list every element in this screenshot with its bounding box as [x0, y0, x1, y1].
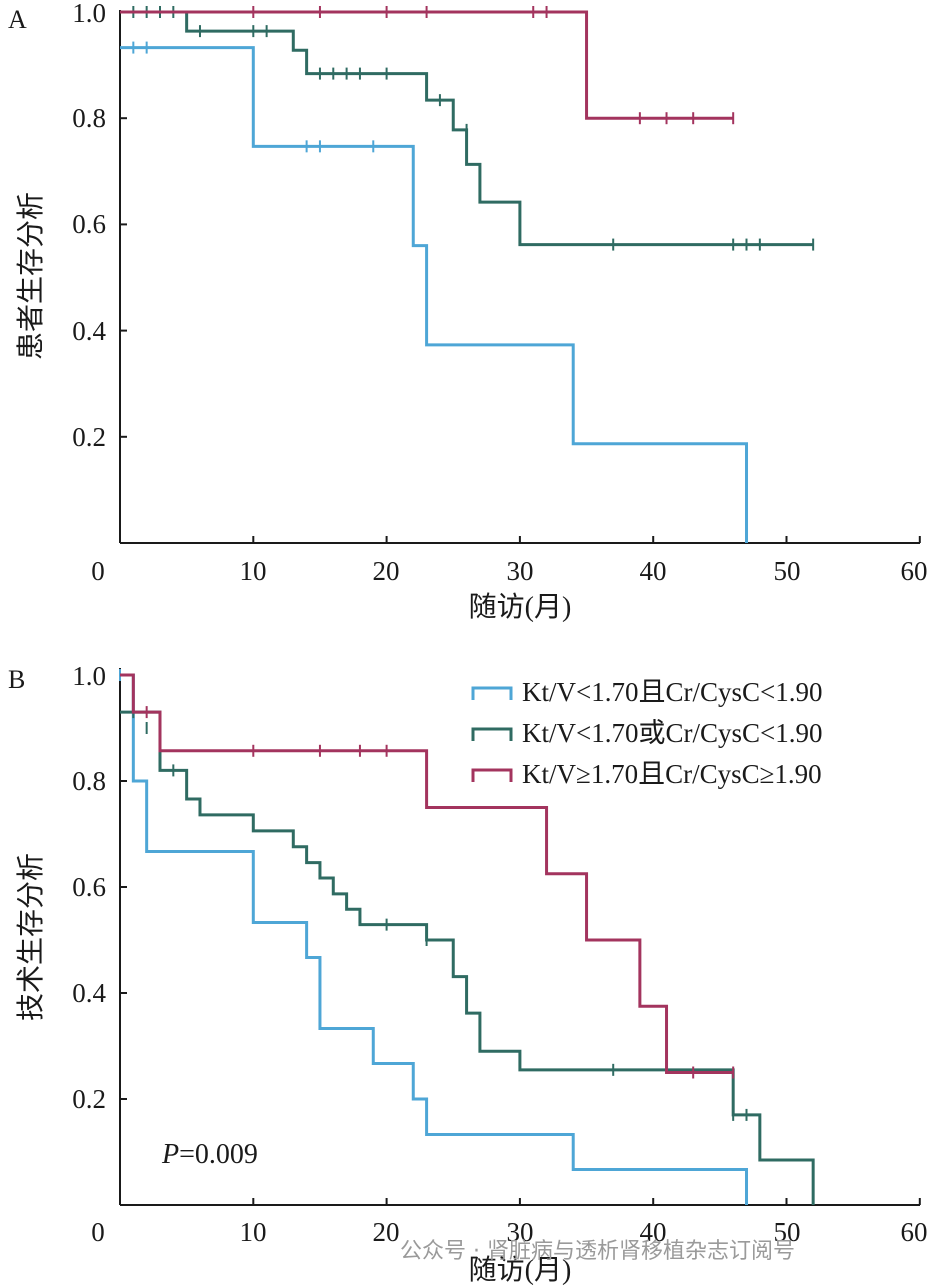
panel-b-ytick-label: 0.2	[72, 1084, 106, 1114]
panel-a-label: A	[8, 5, 27, 34]
legend-entry-label: Kt/V≥1.70且Cr/CysC≥1.90	[522, 759, 822, 789]
panel-b-y-ticks	[120, 674, 127, 1100]
panel-a-series	[120, 6, 815, 543]
panel-b-ytick-label: 0.6	[72, 872, 106, 902]
survival-curve-series-1	[120, 46, 749, 543]
panel-b-y-axis-title: 技术生存分析	[15, 853, 47, 1021]
survival-curve-series-1	[120, 673, 749, 1205]
legend-swatch	[471, 768, 513, 782]
panel-a-ytick-label: 0.8	[72, 103, 106, 133]
panel-b-x-axis-title: 随访(月)	[469, 1254, 572, 1286]
p-value-number: =0.009	[179, 1139, 258, 1170]
p-value-annotation: P=0.009	[161, 1139, 258, 1170]
panel-b-xtick-label: 30	[507, 1217, 534, 1247]
survival-curve-series-3	[120, 10, 734, 120]
panel-b-xtick-label: 50	[774, 1217, 801, 1247]
panel-a-xtick-label: 60	[901, 556, 928, 586]
panel-a-ytick-label: 0.4	[72, 316, 106, 346]
legend-entry-label: Kt/V<1.70或Cr/CysC<1.90	[522, 718, 822, 748]
panel-a-chart: A 0 10 20 30 40 50 60 0.2 0.4 0.6 0.8 1.…	[8, 0, 928, 623]
panel-a-xtick-label: 30	[507, 556, 534, 586]
survival-curve-series-2	[120, 710, 815, 1205]
panel-a-xtick-label: 50	[774, 556, 801, 586]
panel-a-ytick-label: 0.6	[72, 209, 106, 239]
panel-a-xtick-label: 40	[640, 556, 667, 586]
panel-b-xtick-label: 10	[240, 1217, 267, 1247]
watermark-text: 公众号 · 肾脏病与透析肾移植杂志订阅号	[400, 1239, 795, 1264]
panel-a-xtick-label: 0	[91, 556, 105, 586]
panel-a-ytick-label: 0.2	[72, 422, 106, 452]
panel-b-xtick-label: 0	[91, 1217, 105, 1247]
panel-b-xtick-label: 60	[901, 1217, 928, 1247]
panel-b-chart: B 0 10 20 30 40 50 60 0.2 0.4 0.6 0.8 1.…	[8, 661, 928, 1286]
panel-a-y-ticks	[120, 11, 127, 438]
panel-b-x-ticks	[252, 1198, 921, 1205]
legend-swatch	[471, 727, 513, 741]
panel-b-ytick-label: 0.4	[72, 978, 106, 1008]
panel-b-xtick-label: 40	[640, 1217, 667, 1247]
panel-a-ytick-label: 1.0	[72, 0, 106, 28]
panel-b-xtick-label: 20	[373, 1217, 400, 1247]
panel-b-label: B	[8, 665, 25, 694]
panel-a-xtick-label: 20	[373, 556, 400, 586]
legend-entry-label: Kt/V<1.70且Cr/CysC<1.90	[522, 677, 822, 707]
panel-b-series	[119, 669, 815, 1205]
panel-a-x-axis-title: 随访(月)	[469, 591, 572, 623]
panel-b-legend: Kt/V<1.70且Cr/CysC<1.90 Kt/V<1.70或Cr/CysC…	[471, 677, 822, 789]
legend-swatch	[471, 686, 513, 700]
panel-a-x-ticks	[252, 536, 921, 543]
panel-a-y-axis-title: 患者生存分析	[15, 192, 47, 360]
p-value-symbol: P	[161, 1139, 179, 1170]
panel-a-xtick-label: 10	[240, 556, 267, 586]
panel-b-ytick-label: 1.0	[72, 661, 106, 691]
panel-b-ytick-label: 0.8	[72, 766, 106, 796]
